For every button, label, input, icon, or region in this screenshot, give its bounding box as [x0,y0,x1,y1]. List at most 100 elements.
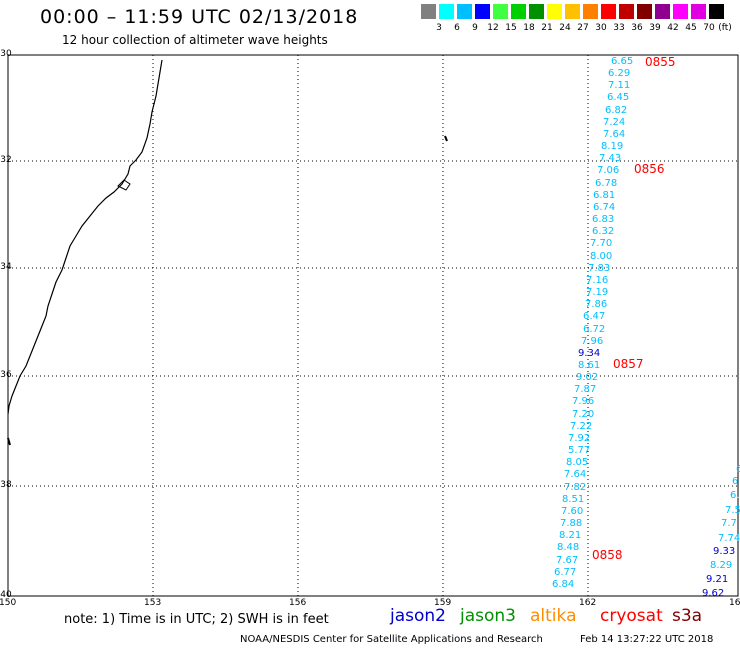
legend-swatch [493,4,508,19]
track-value: 7.70 [590,238,613,250]
track-value: 7.24 [603,116,626,128]
legend-swatch [475,4,490,19]
legend-tick-label: 33 [613,23,625,33]
longitude-label: 165 [729,598,740,608]
longitude-label: 159 [434,598,452,608]
track-value-right: 7.5 [725,505,740,516]
legend-unit: (ft) [718,23,732,33]
track-time-label: 0858 [592,548,623,562]
track-value: 7.83 [588,262,611,274]
track-value: 6.29 [608,68,631,80]
legend-swatch [709,4,724,19]
track-value: 6.72 [583,323,606,335]
track-value: 6.82 [605,104,628,116]
longitude-label: 156 [289,598,307,608]
legend-swatch [439,4,454,19]
latitude-label: -30 [0,49,12,59]
legend-swatch [421,4,436,19]
track-value: 7.22 [570,420,593,432]
coastline-inlet [117,179,131,191]
latitude-label: -36 [0,370,12,380]
legend-swatch [583,4,598,19]
track-value: 6.77 [554,566,577,578]
satellite-label-jason3: jason3 [460,606,516,626]
track-value: 8.21 [559,530,582,542]
track-value: 7.87 [574,384,597,396]
track-value: 6.65 [611,56,634,67]
legend-swatch [673,4,688,19]
track-value: 7.96 [581,335,604,347]
latitude-label: -34 [0,262,12,272]
track-value: 7.11 [608,80,631,92]
track-value: 8.61 [578,360,601,371]
legend-swatch [655,4,670,19]
latitude-label: -32 [0,155,12,165]
track-time-label: 0856 [634,162,665,176]
legend-tick-label: 21 [541,23,553,33]
track-value: 7.19 [586,287,609,299]
track-value: 6.47 [583,311,606,323]
track-value: 6.45 [607,92,630,104]
legend-swatch [565,4,580,19]
track-value: 6.74 [593,201,616,213]
track-value: 7.86 [585,299,608,311]
track-value: 9.02 [576,372,599,384]
longitude-label: 162 [579,598,597,608]
track-value: 7.88 [560,518,583,530]
satellite-label-altika: altika [530,606,577,626]
page-subtitle: 12 hour collection of altimeter wave hei… [62,33,328,47]
map-frame [7,54,739,597]
track-value-right: 7.7 [721,518,737,529]
latitude-label: -38 [0,480,12,490]
legend-swatch [547,4,562,19]
legend-tick-label: 27 [577,23,589,33]
legend-tick-label: 45 [685,23,697,33]
track-value: 8.19 [601,141,624,153]
island-marker [444,135,448,142]
longitude-label: 150 [0,598,17,608]
track-value-right: 9.21 [706,574,729,585]
legend-tick-label: 12 [487,23,499,33]
longitude-label: 153 [144,598,162,608]
track-value: 7.16 [586,274,609,286]
track-value: 7.64 [564,469,587,481]
track-value-right: 6 [736,464,740,475]
track-value: 8.00 [590,250,613,262]
track-value-right: 6. [730,490,740,501]
track-value: 6.32 [592,226,615,238]
satellite-label-cryosat: cryosat [600,606,663,626]
generation-timestamp: Feb 14 13:27:22 UTC 2018 [580,634,714,645]
track-value: 8.05 [566,457,589,469]
track-value: 7.64 [603,128,626,140]
legend-tick-label: 18 [523,23,535,33]
track-value: 7.92 [568,432,591,444]
track-value: 7.20 [572,408,595,420]
track-value: 6.84 [552,578,575,590]
coastline [7,59,163,415]
legend-tick-label: 42 [667,23,679,33]
track-value: 6.81 [593,189,616,201]
coastline-fragment [7,437,11,446]
legend-tick-label: 24 [559,23,571,33]
track-value-right: 6 [732,476,739,487]
legend-tick-label: 70 [703,23,715,33]
track-value: 7.60 [561,505,584,517]
legend-swatch [637,4,652,19]
satellite-label-jason2: jason2 [390,606,446,626]
legend-tick-label: 36 [631,23,643,33]
track-value-right: 9.62 [702,588,725,599]
legend-tick-label: 39 [649,23,661,33]
legend-swatch [601,4,616,19]
track-value: 7.43 [599,153,622,165]
track-value-right: 8.29 [710,560,733,571]
track-value: 6.83 [592,214,615,226]
page-title: 00:00 – 11:59 UTC 02/13/2018 [40,6,359,28]
legend-tick-label: 9 [472,23,478,33]
track-value: 7.82 [564,481,587,493]
satellite-label-s3a: s3a [672,606,703,626]
legend-swatch [511,4,526,19]
latitude-label: -40 [0,590,12,600]
legend-swatch [529,4,544,19]
track-value-right: 9.33 [713,546,736,557]
track-value: 9.34 [578,347,601,359]
